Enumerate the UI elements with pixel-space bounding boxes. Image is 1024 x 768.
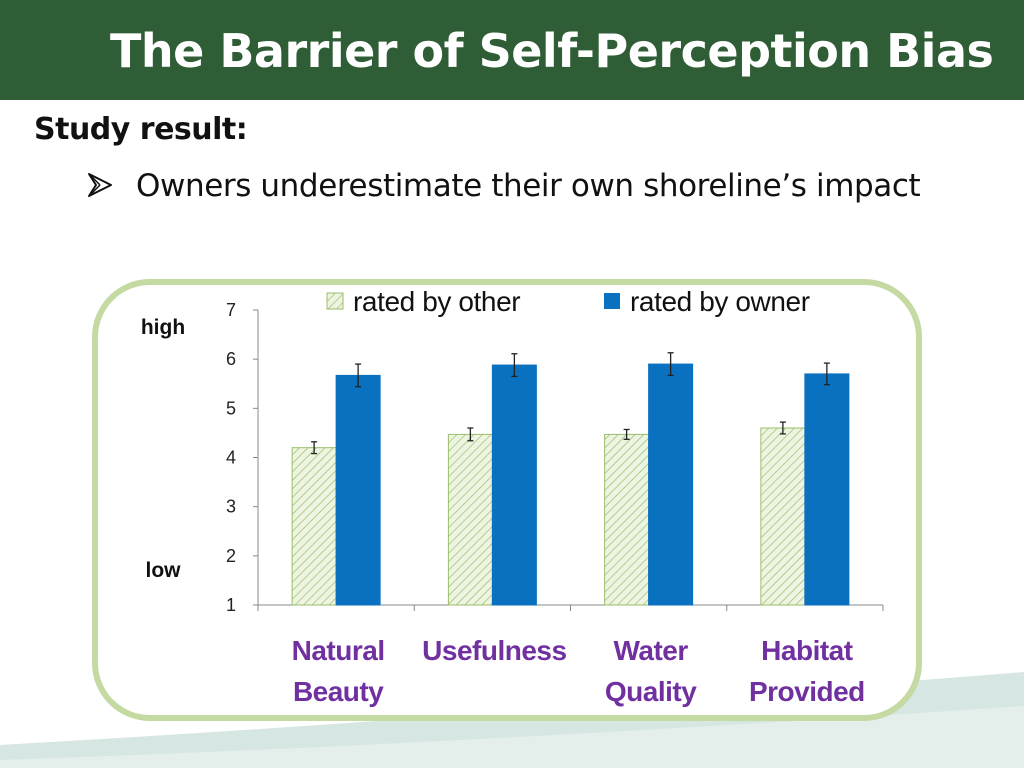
legend-swatch-owner (604, 293, 620, 309)
legend-swatch-other (326, 292, 344, 310)
bar-rated-by-other (291, 447, 337, 606)
x-category-label: Water (613, 635, 688, 666)
legend-label-other: rated by other (353, 286, 520, 317)
x-category-label: Usefulness (422, 635, 566, 666)
y-tick-label: 6 (226, 349, 236, 369)
bar-rated-by-other (604, 433, 650, 606)
bar-rated-by-owner (491, 364, 537, 606)
y-tick-label: 2 (226, 546, 236, 566)
bar-rated-by-owner (804, 373, 850, 606)
bullet-text: Owners underestimate their own shoreline… (136, 168, 921, 204)
slide-title: The Barrier of Self-Perception Bias (110, 24, 994, 78)
bar-rated-by-owner (648, 363, 694, 606)
bar-rated-by-other (447, 433, 493, 606)
bar-rated-by-other (760, 427, 806, 606)
x-category-label: Beauty (293, 676, 384, 707)
x-category-label: Natural (292, 635, 385, 666)
x-category-label: Habitat (761, 635, 853, 666)
x-category-label: Provided (749, 676, 865, 707)
title-bar: The Barrier of Self-Perception Bias (0, 0, 1024, 100)
y-annotation-low: low (146, 559, 182, 582)
study-result-heading: Study result: (34, 112, 248, 147)
arrowhead-bullet-icon (88, 173, 112, 197)
y-tick-label: 4 (226, 448, 236, 468)
legend-label-owner: rated by owner (630, 286, 810, 317)
x-category-label: Quality (605, 676, 697, 707)
y-tick-label: 3 (226, 497, 236, 517)
y-tick-label: 1 (226, 595, 236, 615)
y-tick-label: 5 (226, 398, 236, 418)
y-annotation-high: high (141, 316, 185, 339)
bar-rated-by-owner (335, 374, 381, 606)
y-tick-label: 7 (226, 300, 236, 320)
